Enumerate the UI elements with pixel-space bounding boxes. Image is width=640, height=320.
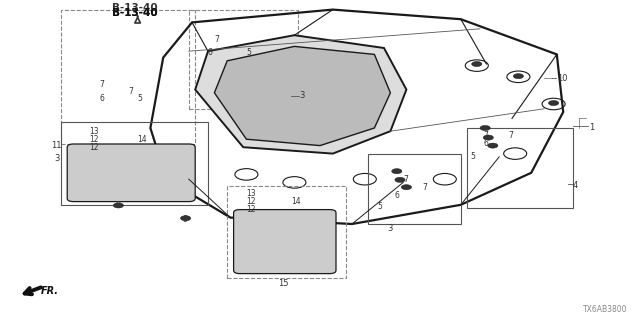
Polygon shape [214,46,390,146]
Text: 7: 7 [99,80,104,89]
Bar [189,10,298,109]
Text: TX6AB3800: TX6AB3800 [582,305,627,314]
Text: 12: 12 [246,205,256,214]
Text: 9: 9 [115,201,120,210]
Circle shape [180,216,191,221]
Text: 4: 4 [573,181,578,190]
Bar [368,154,461,224]
Circle shape [513,74,524,79]
Polygon shape [195,35,406,154]
Text: 13: 13 [246,189,256,198]
Circle shape [483,135,493,140]
Text: FR.: FR. [40,285,58,296]
Circle shape [472,61,482,67]
Text: 1: 1 [589,124,594,132]
Text: 5: 5 [378,202,383,211]
Text: 7: 7 [403,175,408,184]
Bar [61,122,208,205]
Text: 5: 5 [138,94,143,103]
Text: 3: 3 [300,92,305,100]
Text: 3: 3 [387,224,392,233]
Text: 12: 12 [246,197,256,206]
Text: 7: 7 [214,36,220,44]
FancyBboxPatch shape [234,210,336,274]
Circle shape [480,125,490,131]
Text: 6: 6 [483,140,488,148]
Text: 14: 14 [291,197,301,206]
FancyBboxPatch shape [67,144,195,202]
Text: B-13-40: B-13-40 [112,3,157,13]
Text: 9: 9 [182,215,188,224]
Circle shape [401,185,412,190]
Text: 14: 14 [138,135,147,144]
Text: 7: 7 [483,132,488,140]
Text: 12: 12 [90,143,99,152]
Bar [61,10,195,144]
Text: 13: 13 [90,127,99,136]
Circle shape [488,143,498,148]
Circle shape [392,169,402,174]
Text: 7: 7 [422,183,428,192]
Bar [467,128,573,208]
Text: 6: 6 [395,191,400,200]
Text: 5: 5 [246,48,252,57]
Text: 6: 6 [208,48,213,57]
Bar [227,186,346,278]
Text: 12: 12 [90,135,99,144]
Text: 7: 7 [128,87,133,96]
Circle shape [395,177,405,182]
Circle shape [548,100,559,106]
Text: 11: 11 [51,141,61,150]
Text: 6: 6 [99,94,104,103]
Text: 7: 7 [509,132,514,140]
Text: 3: 3 [54,154,60,163]
Text: 15: 15 [278,279,289,288]
Text: 10: 10 [557,74,567,83]
Text: B-13-40: B-13-40 [112,8,157,18]
Text: 5: 5 [470,152,476,161]
Text: B-13-40: B-13-40 [112,8,157,18]
Circle shape [113,203,124,208]
